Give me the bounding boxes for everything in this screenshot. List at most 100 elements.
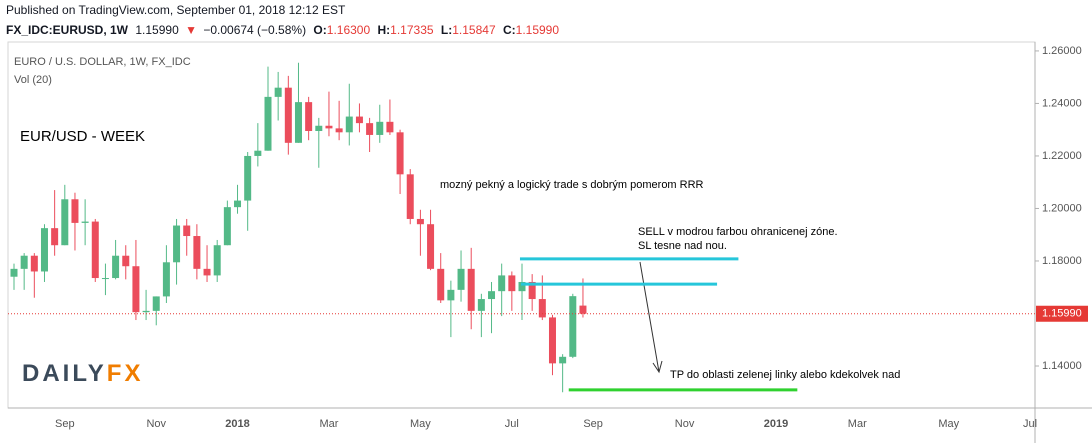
candle-body bbox=[538, 299, 546, 318]
annotation-note: mozný pekný a logický trade s dobrým pom… bbox=[440, 179, 704, 191]
x-tick-label: Nov bbox=[146, 418, 166, 430]
x-tick-label: Jul bbox=[505, 418, 519, 430]
candle-body bbox=[122, 255, 130, 267]
candle-body bbox=[406, 174, 414, 219]
legend-title: EURO / U.S. DOLLAR, 1W, FX_IDC bbox=[14, 56, 191, 68]
x-tick-label: Jul bbox=[1023, 418, 1037, 430]
candle-body bbox=[355, 116, 363, 124]
candle-body bbox=[518, 281, 526, 292]
candle-body bbox=[254, 150, 262, 156]
change: −0.00674 (−0.58%) bbox=[203, 23, 306, 37]
candle-body bbox=[396, 132, 404, 175]
last-price-label: 1.15990 bbox=[1042, 308, 1082, 320]
y-tick-label: 1.20000 bbox=[1042, 202, 1082, 214]
candle-body bbox=[427, 224, 435, 269]
published: Published on TradingView.com, September … bbox=[6, 3, 346, 17]
candle-body bbox=[264, 96, 272, 151]
candle-body bbox=[193, 236, 201, 269]
c-label: C: bbox=[503, 23, 516, 37]
annotation-sl: SL tesne nad nou. bbox=[638, 240, 727, 252]
x-tick-label: Mar bbox=[848, 418, 867, 430]
candle-body bbox=[386, 121, 394, 133]
c-value: 1.15990 bbox=[516, 23, 560, 37]
x-tick-label: 2019 bbox=[764, 418, 788, 430]
candle-body bbox=[61, 199, 69, 246]
candle-body bbox=[305, 102, 313, 132]
candle-body bbox=[284, 87, 292, 143]
candle-body bbox=[294, 102, 302, 143]
candle-body bbox=[203, 268, 211, 276]
x-tick-label: Sep bbox=[583, 418, 603, 430]
o-value: 1.16300 bbox=[327, 23, 371, 37]
candle-body bbox=[132, 266, 140, 313]
candle-body bbox=[71, 199, 79, 223]
x-tick-label: May bbox=[410, 418, 431, 430]
candle-body bbox=[51, 228, 59, 246]
candle-body bbox=[20, 255, 28, 269]
logo: DAILYFX bbox=[22, 360, 143, 387]
candle-body bbox=[335, 128, 343, 133]
x-tick-label: May bbox=[938, 418, 959, 430]
candle-body bbox=[30, 255, 38, 272]
logo-fx: FX bbox=[107, 360, 144, 387]
candle-body bbox=[579, 305, 587, 314]
arrow: ▼ bbox=[185, 23, 197, 37]
l-value: 1.15847 bbox=[452, 23, 496, 37]
x-tick-label: Nov bbox=[675, 418, 695, 430]
candle-body bbox=[437, 268, 445, 301]
o-label: O: bbox=[313, 23, 326, 37]
y-tick-label: 1.22000 bbox=[1042, 150, 1082, 162]
candle-body bbox=[416, 218, 424, 225]
candle-body bbox=[81, 221, 89, 223]
candle-body bbox=[345, 116, 353, 133]
candle-body bbox=[40, 228, 48, 272]
annotation-sell: SELL v modrou farbou ohranicenej zóne. bbox=[638, 226, 838, 238]
y-tick-label: 1.26000 bbox=[1042, 45, 1082, 57]
x-tick-label: 2018 bbox=[225, 418, 249, 430]
y-tick-label: 1.24000 bbox=[1042, 97, 1082, 109]
y-tick-label: 1.14000 bbox=[1042, 360, 1082, 372]
arrow bbox=[639, 261, 663, 374]
candle-body bbox=[559, 356, 567, 364]
candle-body bbox=[183, 225, 191, 237]
candle-body bbox=[234, 200, 242, 208]
candle-body bbox=[488, 291, 496, 300]
candle-body bbox=[10, 268, 18, 277]
candle-body bbox=[91, 221, 99, 279]
h-value: 1.17335 bbox=[390, 23, 434, 37]
h-label: H: bbox=[378, 23, 391, 37]
candle-body bbox=[447, 289, 455, 301]
candle-body bbox=[376, 121, 384, 135]
candle-body bbox=[477, 299, 485, 311]
candle-body bbox=[498, 275, 506, 292]
candle-body bbox=[152, 296, 160, 311]
candle-body bbox=[223, 207, 231, 246]
candle-body bbox=[315, 125, 323, 132]
logo-daily: DAILY bbox=[22, 360, 107, 387]
candle-body bbox=[244, 155, 252, 201]
candle-body bbox=[325, 125, 333, 129]
candle-body bbox=[213, 245, 221, 276]
symbol-line: FX_IDC:EURUSD, 1W 1.15990 ▼ −0.00674 (−0… bbox=[6, 23, 559, 37]
x-tick-label: Sep bbox=[55, 418, 75, 430]
candle-body bbox=[457, 268, 465, 290]
last-price-box bbox=[1036, 305, 1088, 322]
candle-body bbox=[162, 262, 170, 297]
legend-volume: Vol (20) bbox=[14, 74, 52, 86]
y-tick-label: 1.18000 bbox=[1042, 255, 1082, 267]
candle-body bbox=[366, 123, 374, 135]
candle-body bbox=[101, 278, 109, 280]
candle-body bbox=[548, 317, 556, 364]
symbol: FX_IDC:EURUSD, 1W bbox=[6, 23, 129, 37]
candle-body bbox=[508, 275, 516, 292]
candle-body bbox=[173, 225, 181, 263]
l-label: L: bbox=[441, 23, 452, 37]
candle-body bbox=[569, 296, 577, 357]
candle-body bbox=[467, 268, 475, 311]
candle-body bbox=[274, 87, 282, 97]
candle-body bbox=[528, 281, 536, 300]
candle-body bbox=[142, 310, 150, 313]
last: 1.15990 bbox=[135, 23, 179, 37]
